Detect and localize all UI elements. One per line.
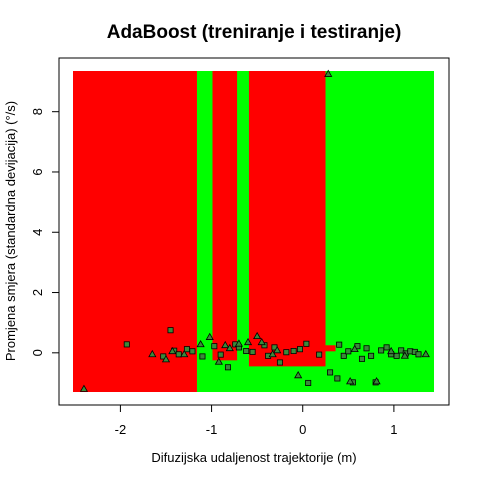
square-point-18 xyxy=(276,359,283,366)
square-point-20 xyxy=(290,348,297,355)
y-tick-label: 4 xyxy=(30,229,45,236)
square-point-21 xyxy=(296,346,303,353)
square-point-37 xyxy=(383,344,390,351)
y-axis-label: Promjena smjera (standardna devijacija) … xyxy=(3,101,18,361)
triangle-point-8 xyxy=(221,340,230,349)
triangle-point-19 xyxy=(350,344,359,353)
y-tick-label: 6 xyxy=(30,168,45,175)
region-red-3 xyxy=(248,71,326,367)
triangle-point-10 xyxy=(234,339,244,347)
triangle-point-18 xyxy=(346,377,355,385)
square-point-7 xyxy=(199,353,206,360)
x-axis: -2 -1 0 1 xyxy=(115,404,398,437)
triangle-point-23 xyxy=(421,349,430,358)
x-tick-label: 1 xyxy=(390,422,397,437)
square-point-19 xyxy=(283,349,290,356)
square-point-39 xyxy=(393,352,400,359)
square-point-34 xyxy=(368,352,375,359)
triangle-point-5 xyxy=(196,339,205,348)
triangle-point-7 xyxy=(214,357,223,365)
decision-regions xyxy=(73,71,434,392)
square-point-28 xyxy=(340,352,347,359)
square-point-32 xyxy=(358,355,365,362)
triangle-point-16 xyxy=(294,371,303,379)
triangle-point-20 xyxy=(372,377,381,385)
y-axis: 0 2 4 6 8 xyxy=(30,108,60,356)
y-tick-label: 0 xyxy=(30,349,45,356)
y-tick-label: 2 xyxy=(30,289,45,296)
triangle-point-14 xyxy=(268,349,277,358)
square-point-15 xyxy=(261,342,268,349)
square-point-0 xyxy=(123,341,130,348)
square-point-5 xyxy=(183,346,190,353)
triangle-point-11 xyxy=(243,337,253,346)
square-point-4 xyxy=(175,351,182,358)
region-red-4 xyxy=(325,345,336,352)
triangle-point-1 xyxy=(148,349,157,358)
triangle-point-3 xyxy=(168,346,177,355)
square-point-6 xyxy=(189,348,196,355)
square-point-22 xyxy=(303,340,310,347)
square-point-27 xyxy=(336,341,343,348)
chart-title: AdaBoost (treniranje i testiranje) xyxy=(107,22,402,43)
square-point-24 xyxy=(316,351,323,358)
square-point-29 xyxy=(345,348,352,355)
data-points xyxy=(79,69,430,392)
square-point-10 xyxy=(224,364,231,371)
triangle-point-15 xyxy=(273,345,282,354)
triangle-point-21 xyxy=(387,346,396,355)
square-point-33 xyxy=(363,345,370,352)
square-point-44 xyxy=(415,351,422,358)
square-point-23 xyxy=(305,379,312,386)
region-red-0 xyxy=(73,71,197,392)
triangle-point-2 xyxy=(161,355,171,363)
x-axis-label: Difuzijska udaljenost trajektorije (m) xyxy=(151,450,356,465)
triangle-point-4 xyxy=(180,349,189,358)
square-point-14 xyxy=(249,348,256,355)
square-point-25 xyxy=(327,369,334,376)
y-tick-label: 8 xyxy=(30,108,45,115)
square-point-1 xyxy=(167,327,174,334)
x-tick-label: 0 xyxy=(299,422,306,437)
triangle-point-9 xyxy=(225,343,234,352)
triangle-point-22 xyxy=(400,351,409,359)
region-red-2 xyxy=(212,71,238,361)
triangle-point-13 xyxy=(257,337,266,346)
triangle-point-12 xyxy=(253,331,262,340)
square-point-26 xyxy=(334,375,341,382)
triangle-point-6 xyxy=(205,332,214,340)
triangle-point-17 xyxy=(324,69,333,77)
square-point-36 xyxy=(378,347,385,354)
square-point-40 xyxy=(398,347,405,354)
square-point-9 xyxy=(217,351,224,358)
triangle-point-0 xyxy=(79,384,89,392)
x-tick-label: -1 xyxy=(206,422,218,437)
x-tick-label: -2 xyxy=(115,422,127,437)
square-point-13 xyxy=(243,348,250,355)
square-point-8 xyxy=(211,343,218,350)
